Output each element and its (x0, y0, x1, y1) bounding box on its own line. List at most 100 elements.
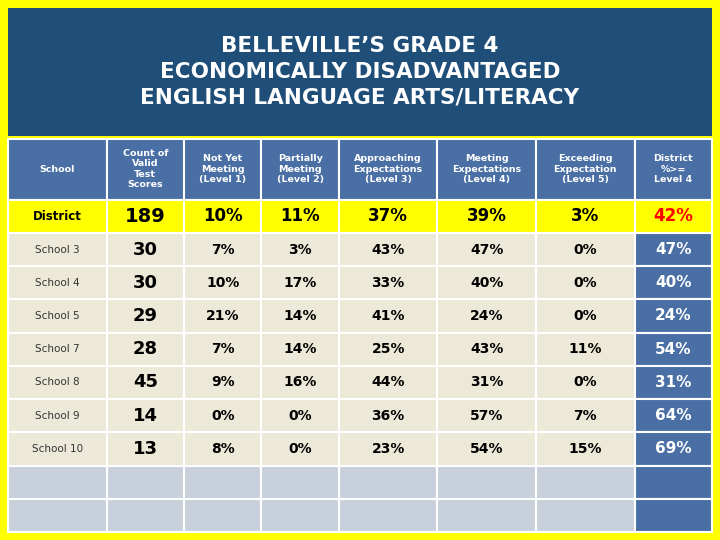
Text: School 8: School 8 (35, 377, 80, 387)
Text: 15%: 15% (569, 442, 602, 456)
Bar (536, 333, 634, 366)
Bar (634, 366, 712, 399)
Bar (536, 200, 634, 233)
Bar (438, 200, 536, 233)
Bar (8, 366, 107, 399)
Text: 44%: 44% (372, 375, 405, 389)
Bar (536, 433, 634, 465)
Bar (438, 433, 536, 465)
Bar (536, 366, 634, 399)
Bar (438, 499, 536, 532)
Bar (339, 399, 438, 433)
Bar (261, 299, 339, 333)
Text: 42%: 42% (653, 207, 693, 225)
Text: 40%: 40% (470, 276, 503, 290)
Bar (438, 299, 536, 333)
Text: 17%: 17% (284, 276, 317, 290)
Bar (339, 266, 438, 299)
Text: 57%: 57% (470, 409, 503, 423)
Bar (8, 465, 107, 499)
Text: 47%: 47% (655, 242, 691, 257)
Bar (261, 333, 339, 366)
Bar (184, 499, 261, 532)
Text: 30: 30 (132, 274, 158, 292)
Bar (184, 266, 261, 299)
Text: 0%: 0% (573, 375, 597, 389)
Text: 11%: 11% (569, 342, 602, 356)
Bar (438, 139, 536, 200)
Bar (184, 299, 261, 333)
Text: 14%: 14% (284, 309, 317, 323)
Bar (107, 139, 184, 200)
Text: District: District (33, 210, 81, 223)
Text: 47%: 47% (470, 242, 503, 256)
Text: 11%: 11% (280, 207, 320, 225)
Bar (8, 139, 107, 200)
Text: 0%: 0% (573, 242, 597, 256)
Text: 54%: 54% (655, 342, 691, 357)
Bar (536, 139, 634, 200)
Text: 24%: 24% (655, 308, 692, 323)
Bar (261, 399, 339, 433)
Bar (261, 433, 339, 465)
Bar (107, 200, 184, 233)
Text: 69%: 69% (655, 441, 692, 456)
Bar (438, 465, 536, 499)
Text: 7%: 7% (211, 342, 235, 356)
Bar (339, 465, 438, 499)
Bar (438, 366, 536, 399)
Bar (634, 499, 712, 532)
Bar (339, 200, 438, 233)
Bar (536, 399, 634, 433)
Bar (261, 465, 339, 499)
Bar (536, 499, 634, 532)
Text: 14%: 14% (284, 342, 317, 356)
Text: 7%: 7% (211, 242, 235, 256)
Text: 36%: 36% (372, 409, 405, 423)
Text: 41%: 41% (372, 309, 405, 323)
Bar (107, 333, 184, 366)
Bar (438, 333, 536, 366)
Bar (184, 139, 261, 200)
Bar (184, 333, 261, 366)
Bar (8, 200, 107, 233)
Text: 8%: 8% (211, 442, 235, 456)
Text: 54%: 54% (470, 442, 503, 456)
Text: 9%: 9% (211, 375, 235, 389)
Text: Approaching
Expectations
(Level 3): Approaching Expectations (Level 3) (354, 154, 423, 184)
Text: School: School (40, 165, 75, 174)
Text: 0%: 0% (211, 409, 235, 423)
Bar (438, 266, 536, 299)
Bar (261, 499, 339, 532)
Bar (8, 333, 107, 366)
Bar (184, 399, 261, 433)
Bar (8, 266, 107, 299)
Text: School 4: School 4 (35, 278, 80, 288)
Text: Partially
Meeting
(Level 2): Partially Meeting (Level 2) (276, 154, 324, 184)
Text: 25%: 25% (372, 342, 405, 356)
Text: 43%: 43% (470, 342, 503, 356)
Text: BELLEVILLE’S GRADE 4
ECONOMICALLY DISADVANTAGED
ENGLISH LANGUAGE ARTS/LITERACY: BELLEVILLE’S GRADE 4 ECONOMICALLY DISADV… (140, 36, 580, 107)
Text: District
%>=
Level 4: District %>= Level 4 (654, 154, 693, 184)
Text: 23%: 23% (372, 442, 405, 456)
Bar (107, 433, 184, 465)
Text: 21%: 21% (206, 309, 240, 323)
Bar (339, 366, 438, 399)
Bar (634, 233, 712, 266)
Text: 10%: 10% (206, 276, 240, 290)
Bar (634, 299, 712, 333)
Bar (536, 233, 634, 266)
Bar (339, 499, 438, 532)
Bar (261, 233, 339, 266)
Text: Exceeding
Expectation
(Level 5): Exceeding Expectation (Level 5) (554, 154, 617, 184)
Bar (8, 499, 107, 532)
Text: 24%: 24% (470, 309, 503, 323)
Bar (107, 366, 184, 399)
Text: 0%: 0% (573, 276, 597, 290)
Bar (184, 465, 261, 499)
Bar (184, 200, 261, 233)
Bar (184, 233, 261, 266)
Bar (8, 299, 107, 333)
Text: 0%: 0% (288, 409, 312, 423)
Text: 39%: 39% (467, 207, 507, 225)
